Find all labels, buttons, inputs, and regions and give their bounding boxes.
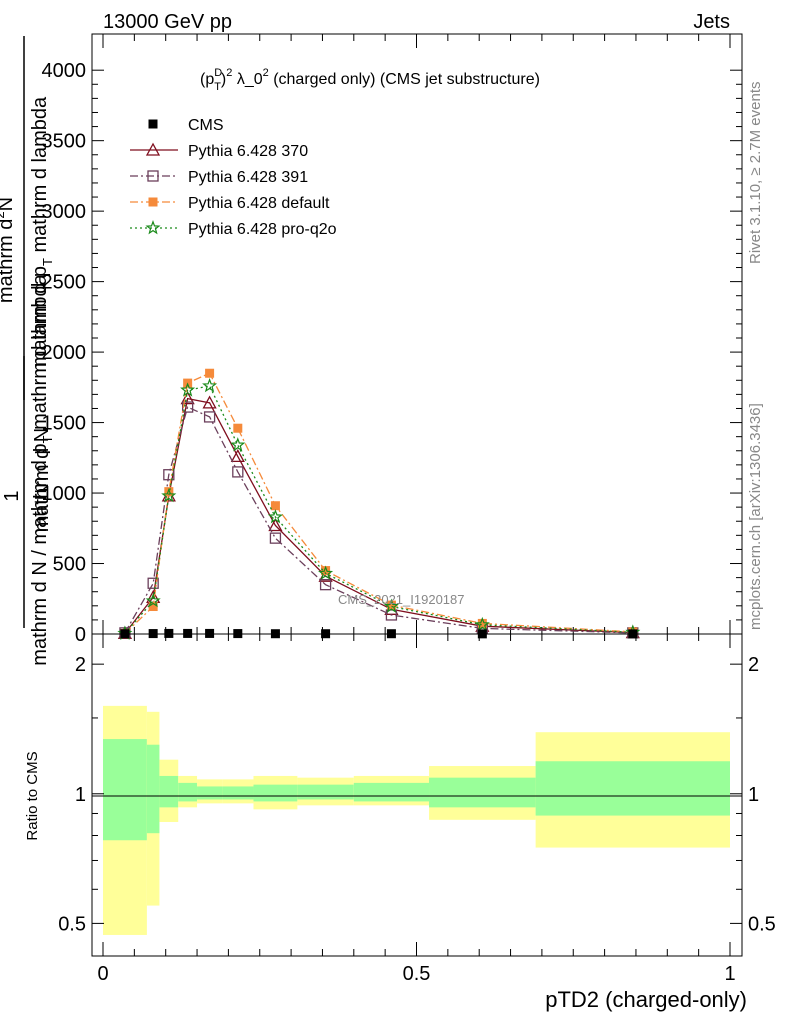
series-point-2 [270,501,280,511]
ratio-band-inner [159,775,179,808]
ratio-band-inner [353,782,430,802]
series-point-3 [474,616,490,632]
main-ylabel: 1 mathrm d N mathrm d2N mathrm d pT math… [0,36,55,666]
legend-marker-4 [145,220,161,235]
cms-data-point [183,628,193,638]
ylabel-denom-1: mathrm d N [31,428,53,532]
x-axis-label: pTD2 (charged-only) [545,987,747,1012]
main-panel: 0 500 1000 1500 2000 2500 3000 3500 4000 (pD T)2 … [42,33,743,646]
ratio-panel: 0.5 0.5 1 1 2 2 [58,633,776,957]
series-line-3 [124,385,633,634]
series-point-1 [147,577,159,589]
ratio-y-tick-label-right: 2 [748,654,759,676]
series-point-3 [202,377,218,393]
y-tick-label: 3000 [42,201,87,223]
series-point-1 [163,469,175,481]
series-point-3 [145,593,161,608]
ratio-frame [91,633,743,957]
ratio-y-tick-label: 0.5 [58,913,86,935]
series-point-0 [180,391,195,405]
ratio-ylabel: Ratio to CMS [24,751,41,840]
series-line-2 [124,372,633,634]
series-point-3 [161,488,177,503]
legend-marker-3 [148,197,158,207]
series-point-1 [319,579,332,591]
series-point-2 [477,618,487,628]
series-point-1 [203,411,216,423]
legend-marker-0 [148,119,158,129]
ylabel-denom-2: mathrm d pT mathrm d lambda [29,96,55,367]
ratio-y-tick-label: 1 [75,784,86,806]
legend-marker-1 [145,142,161,156]
series-point-3 [383,598,399,613]
series-point-3 [318,565,334,580]
cms-data-point [205,628,215,638]
x-tick-label: 0 [97,963,108,985]
ylabel-numer-1: 1 [1,490,23,501]
series-point-2 [164,487,174,497]
legend-marker-2 [147,170,159,182]
ratio-band-inner [535,761,730,816]
series-point-2 [386,600,396,610]
ratio-y-tick-label-right: 0.5 [748,913,776,935]
series-point-1 [181,401,194,413]
y-tick-label: 0 [75,624,86,646]
legend-label-1: Pythia 6.428 370 [188,143,308,160]
y-tick-label: 3500 [42,131,87,153]
legend-label-2: Pythia 6.428 391 [188,169,308,186]
ratio-y-tick-label-right: 1 [748,784,759,806]
ylabel-numer-2: mathrm d2N [0,197,17,303]
y-tick-label: 1500 [42,413,87,435]
series-point-2 [148,602,158,612]
series-point-2 [205,368,215,378]
series-line-1 [124,406,633,634]
series-point-0 [230,449,245,463]
y-tick-label: 500 [53,554,86,576]
main-axis-ticks: 0 500 1000 1500 2000 2500 3000 3500 4000 [42,34,742,646]
series-point-0 [268,518,283,532]
ratio-y-tick-label: 2 [75,654,86,676]
series-point-0 [202,395,217,409]
header-jets: Jets [693,11,730,33]
ratio-band-inner [222,786,254,800]
series-point-3 [267,509,283,524]
series-point-1 [269,532,282,544]
legend: CMS Pythia 6.428 370 Pythia 6.428 391 Pythi… [130,117,337,238]
ratio-axis-ticks: 0.5 0.5 1 1 2 2 [58,634,776,956]
y-tick-label: 2000 [42,342,87,364]
y-tick-label: 1000 [42,483,87,505]
rivet-label: Rivet 3.1.10, ≥ 2.7M events [747,82,764,265]
ratio-band-inner [429,777,536,808]
y-tick-label: 4000 [42,60,87,82]
ratio-band-inner [253,784,298,802]
x-tick-labels: 0 0.5 1 [97,963,735,985]
series-point-1 [385,609,398,621]
series-point-1 [232,466,244,478]
series-point-2 [321,566,331,576]
ratio-band-inner [103,739,147,841]
ratio-band-inner [197,786,223,800]
mcplots-label: mcplots.cern.ch [arXiv:1306.3436] [747,403,764,630]
x-tick-label: 0.5 [403,963,431,985]
legend-label-3: Pythia 6.428 default [188,195,330,212]
series-point-3 [180,382,196,397]
analysis-watermark: CMS_2021_I1920187 [338,592,465,607]
y-tick-label: 2500 [42,272,87,294]
x-tick-label: 1 [724,963,735,985]
series-point-2 [233,423,243,433]
series-point-3 [230,437,246,452]
legend-label-0: CMS [188,117,224,134]
plot-title: (pD T)2 λ_02 (charged only) (CMS jet subs… [200,67,540,93]
ratio-band-inner [146,744,160,834]
ylabel-overlay: mathrm d N / mathrm d pT mathrm d lambda [29,273,55,665]
ratio-band-inner [178,782,198,802]
legend-label-4: Pythia 6.428 pro-q2o [188,221,337,238]
cms-data-point [164,628,174,638]
ratio-band-inner [297,784,354,800]
header-energy: 13000 GeV pp [103,11,232,33]
ratio-bands [103,705,730,935]
